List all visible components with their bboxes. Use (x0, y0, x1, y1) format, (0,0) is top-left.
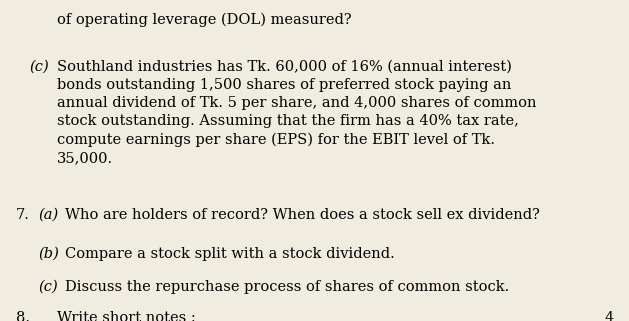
Text: Who are holders of record? When does a stock sell ex dividend?: Who are holders of record? When does a s… (65, 208, 540, 222)
Text: (a): (a) (39, 208, 59, 222)
Text: Compare a stock split with a stock dividend.: Compare a stock split with a stock divid… (65, 247, 395, 261)
Text: Discuss the repurchase process of shares of common stock.: Discuss the repurchase process of shares… (65, 280, 509, 294)
Text: 7.: 7. (16, 208, 30, 222)
Text: Southland industries has Tk. 60,000 of 16% (annual interest)
bonds outstanding 1: Southland industries has Tk. 60,000 of 1… (57, 60, 537, 165)
Text: 4: 4 (604, 311, 614, 321)
Text: (b): (b) (39, 247, 60, 261)
Text: Write short notes :: Write short notes : (57, 311, 196, 321)
Text: (c): (c) (29, 60, 49, 74)
Text: (c): (c) (39, 280, 58, 294)
Text: of operating leverage (DOL) measured?: of operating leverage (DOL) measured? (57, 13, 352, 27)
Text: 8.: 8. (16, 311, 30, 321)
